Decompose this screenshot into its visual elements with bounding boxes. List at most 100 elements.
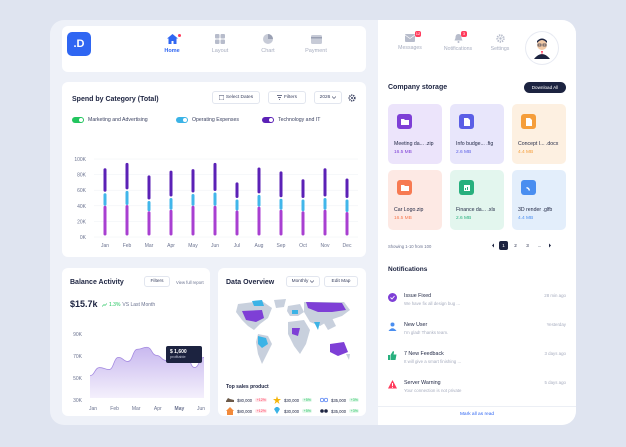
spend-filters-button[interactable]: Filters: [268, 91, 306, 104]
storage-file[interactable]: Info budge... .fig 2.6 MB: [450, 104, 504, 164]
nav-home[interactable]: Home: [152, 34, 192, 54]
bar-marketing-and-advertising-mar[interactable]: [147, 211, 151, 236]
bar-technology-and-it-apr[interactable]: [169, 170, 173, 197]
balance-x-tick[interactable]: Jan: [89, 406, 97, 412]
edit-map-button[interactable]: Edit Map: [324, 276, 358, 287]
nav-layout[interactable]: Layout: [200, 34, 240, 54]
product-price: $80,000: [237, 397, 253, 403]
balance-x-tick[interactable]: May: [175, 406, 185, 412]
product-item[interactable]: $80,000 +12%: [226, 407, 268, 415]
bar-operating-expenses-oct[interactable]: [301, 199, 305, 212]
bar-technology-and-it-oct[interactable]: [301, 179, 305, 198]
bar-marketing-and-advertising-may[interactable]: [191, 205, 195, 236]
page-2-button[interactable]: 2: [514, 243, 517, 248]
nav-chart[interactable]: Chart: [248, 34, 288, 54]
chevron-left-icon[interactable]: [490, 241, 496, 250]
bar-technology-and-it-dec[interactable]: [345, 178, 349, 198]
spend-settings-button[interactable]: [348, 94, 356, 104]
bar-operating-expenses-jul[interactable]: [235, 199, 239, 211]
legend-operating[interactable]: Operating Expenses: [176, 117, 239, 123]
balance-x-tick[interactable]: Feb: [110, 406, 119, 412]
bar-technology-and-it-sep[interactable]: [279, 171, 283, 198]
bar-marketing-and-advertising-jan[interactable]: [103, 205, 107, 236]
bar-operating-expenses-feb[interactable]: [125, 190, 129, 206]
bar-technology-and-it-mar[interactable]: [147, 175, 151, 200]
balance-x-tick[interactable]: Apr: [154, 406, 162, 412]
operating-toggle[interactable]: [176, 117, 188, 123]
bar-technology-and-it-jun[interactable]: [213, 162, 217, 191]
select-dates-button[interactable]: Select Dates: [212, 91, 260, 104]
bar-marketing-and-advertising-dec[interactable]: [345, 212, 349, 236]
bar-operating-expenses-jun[interactable]: [213, 192, 217, 206]
notification-item[interactable]: Server Warning Your connection is not pri…: [388, 379, 566, 401]
bar-technology-and-it-jan[interactable]: [103, 168, 107, 192]
technology-toggle[interactable]: [262, 117, 274, 123]
product-item[interactable]: $35,000 +3%: [320, 407, 360, 415]
y-tick-label: 80K: [77, 173, 87, 179]
balance-x-tick[interactable]: Mar: [132, 406, 141, 412]
period-select[interactable]: Monthly: [286, 276, 320, 287]
avatar[interactable]: [526, 32, 558, 64]
storage-file[interactable]: Car Logo.zip 16.5 MB: [388, 170, 442, 230]
notifications-button[interactable]: 3 Notifications: [438, 31, 478, 52]
product-item[interactable]: $30,000 +5%: [273, 407, 313, 415]
bar-marketing-and-advertising-oct[interactable]: [301, 211, 305, 236]
bar-marketing-and-advertising-jul[interactable]: [235, 210, 239, 236]
legend-technology[interactable]: Technology and IT: [262, 117, 320, 123]
balance-x-tick[interactable]: Jun: [197, 406, 205, 412]
bar-marketing-and-advertising-sep[interactable]: [279, 209, 283, 236]
product-item[interactable]: $35,000 +3%: [320, 396, 360, 404]
bar-operating-expenses-aug[interactable]: [257, 194, 261, 207]
year-select[interactable]: 2026: [314, 91, 342, 104]
chevron-down-icon: [332, 96, 337, 99]
storage-file[interactable]: 3D render .glfb 4.4 MB: [512, 170, 566, 230]
settings-button[interactable]: Settings: [480, 34, 520, 52]
product-item[interactable]: $80,000 +12%: [226, 396, 268, 404]
balance-area-chart: 90K 70K 50K 30K Jan Feb Mar Apr May Jun: [73, 332, 205, 412]
view-full-report-link[interactable]: View full report: [176, 280, 204, 285]
bar-marketing-and-advertising-nov[interactable]: [323, 209, 327, 236]
bar-operating-expenses-nov[interactable]: [323, 197, 327, 210]
page-3-button[interactable]: 3: [526, 243, 529, 248]
page-1-button[interactable]: 1: [499, 241, 508, 250]
bar-operating-expenses-mar[interactable]: [147, 201, 151, 212]
notification-time: 3 days ago: [544, 351, 566, 356]
storage-file[interactable]: Concept I... .docx 4.4 MB: [512, 104, 566, 164]
storage-file[interactable]: Meeting da... .zip 16.5 MB: [388, 104, 442, 164]
bar-technology-and-it-feb[interactable]: [125, 162, 129, 190]
balance-filters-button[interactable]: Filters: [144, 276, 170, 287]
bar-technology-and-it-jul[interactable]: [235, 182, 239, 198]
balance-change: 1.3% VS Last Month: [102, 302, 155, 308]
bar-operating-expenses-dec[interactable]: [345, 199, 349, 213]
storage-file[interactable]: Finance da... .xls 2.6 MB: [450, 170, 504, 230]
legend-marketing[interactable]: Marketing and Advertising: [72, 117, 148, 123]
balance-tooltip: $ 1,600 profitable: [166, 346, 202, 363]
file-name: Finance da... .xls: [456, 207, 496, 213]
notification-item[interactable]: 7 New Feedback It will give a smart finis…: [388, 350, 566, 372]
bar-marketing-and-advertising-jun[interactable]: [213, 205, 217, 236]
notification-item[interactable]: New User I'm glad! Thanks team. Yesterday: [388, 321, 566, 343]
download-all-button[interactable]: Download All: [524, 82, 566, 93]
bar-marketing-and-advertising-feb[interactable]: [125, 205, 129, 236]
bar-marketing-and-advertising-aug[interactable]: [257, 206, 261, 236]
bar-technology-and-it-nov[interactable]: [323, 168, 327, 197]
product-item[interactable]: $30,000 +5%: [273, 396, 313, 404]
bar-operating-expenses-jan[interactable]: [103, 193, 107, 206]
chevron-right-icon[interactable]: [547, 241, 553, 250]
top-sales-title: Top sales product: [226, 384, 269, 390]
app-logo[interactable]: .D: [67, 32, 91, 56]
bar-operating-expenses-may[interactable]: [191, 194, 195, 206]
notification-item[interactable]: Issue Fixed We have fix all design bug ..…: [388, 292, 566, 314]
notification-title: New User: [404, 322, 428, 328]
nav-payment[interactable]: Payment: [296, 34, 336, 54]
bar-operating-expenses-sep[interactable]: [279, 198, 283, 210]
mark-all-read-link[interactable]: Mark all as read: [459, 412, 495, 417]
messages-button[interactable]: 12 Messages: [390, 31, 430, 51]
y-tick-label: 40K: [77, 204, 87, 210]
bar-operating-expenses-apr[interactable]: [169, 197, 173, 210]
bar-technology-and-it-may[interactable]: [191, 169, 195, 193]
marketing-toggle[interactable]: [72, 117, 84, 123]
spend-bar-chart: 100K 80K 60K 40K 20K 0K Jan Feb Mar Apr May Jun Jul A…: [74, 157, 358, 249]
bar-technology-and-it-aug[interactable]: [257, 167, 261, 194]
bar-marketing-and-advertising-apr[interactable]: [169, 209, 173, 236]
